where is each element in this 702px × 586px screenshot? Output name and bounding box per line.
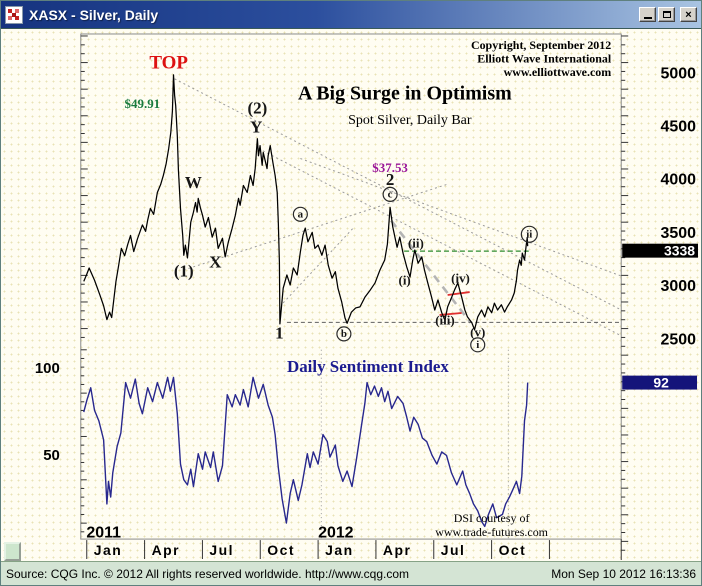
trendline — [282, 227, 354, 304]
close-icon: × — [685, 8, 692, 21]
trendline — [390, 219, 472, 324]
wave-label: b — [341, 328, 347, 340]
maximize-icon — [662, 11, 671, 18]
wave-label: $37.53 — [372, 160, 408, 175]
dsi-credit-line: www.trade-futures.com — [435, 525, 548, 539]
year-label: 2011 — [86, 525, 121, 542]
minimize-button[interactable] — [639, 7, 656, 22]
copyright-line: Elliott Wave International — [477, 51, 612, 65]
dsi-credit-line: DSI courtesy of — [454, 511, 530, 525]
month-label: Oct — [499, 542, 527, 558]
maximize-button[interactable] — [658, 7, 675, 22]
wave-label: ii — [526, 228, 532, 240]
month-label: Apr — [152, 542, 181, 558]
wave-label: TOP — [149, 53, 188, 74]
status-bar: Source: CQG Inc. © 2012 All rights reser… — [1, 561, 701, 585]
wave-label: 2 — [386, 170, 394, 189]
red-mark — [447, 291, 470, 296]
price-line — [83, 74, 529, 331]
dsi-axis-label: 100 — [35, 360, 60, 377]
wave-label: i — [476, 339, 479, 351]
month-label: Jan — [325, 542, 354, 558]
wave-label: (iii) — [435, 312, 454, 327]
chart-subtitle: Spot Silver, Daily Bar — [348, 113, 472, 128]
last-price-value: 3338 — [664, 243, 695, 259]
window-title: XASX - Silver, Daily — [29, 6, 159, 23]
wave-label: 1 — [275, 323, 283, 342]
price-axis-label: 5000 — [661, 65, 697, 82]
dsi-value-box — [622, 375, 698, 390]
wave-label: $49.91 — [125, 96, 161, 111]
wave-label: X — [209, 253, 222, 272]
dsi-title: Daily Sentiment Index — [287, 357, 449, 376]
title-bar[interactable]: XASX - Silver, Daily × — [1, 1, 701, 29]
wave-label: (2) — [247, 98, 267, 117]
dsi-axis-label: 50 — [43, 447, 60, 464]
chart-region: TOP $49.91 (2) Y W X (1) 1 $37.53 2 (i) (ii) (iii) (i… — [1, 29, 701, 561]
month-label: Jan — [94, 542, 123, 558]
year-label: 2012 — [318, 525, 354, 542]
trendline — [174, 78, 622, 311]
dsi-line — [83, 376, 529, 528]
cqg-app-icon — [5, 5, 23, 24]
wave-label: (i) — [399, 273, 411, 288]
last-price-box — [622, 243, 699, 258]
wave-label: (ii) — [408, 236, 424, 251]
wave-label-circle — [336, 326, 352, 342]
price-axis-label: 4500 — [661, 119, 697, 136]
wave-label: a — [298, 208, 304, 220]
red-mark — [439, 312, 462, 316]
close-button[interactable]: × — [680, 7, 697, 22]
chart-canvas[interactable]: TOP $49.91 (2)Y W X (1) 1 $37.532 (i) (ii) (iii) (i… — [1, 29, 701, 561]
minimize-icon — [643, 17, 652, 19]
month-label: Jul — [441, 542, 466, 558]
copyright-line: www.elliottwave.com — [504, 65, 612, 79]
wave-label: (v) — [470, 324, 485, 339]
month-label: Jul — [209, 542, 234, 558]
scroll-corner-button[interactable] — [4, 542, 21, 561]
status-datetime: Mon Sep 10 2012 16:13:36 — [551, 566, 696, 581]
price-axis-label: 4000 — [661, 172, 697, 189]
wave-label: W — [185, 173, 202, 192]
copyright-line: Copyright, September 2012 — [471, 38, 611, 52]
wave-label-circle — [382, 186, 398, 202]
plot-frame — [80, 33, 622, 540]
wave-label-circle — [520, 225, 538, 243]
wave-label: c — [388, 188, 393, 200]
wave-label: (1) — [174, 262, 194, 281]
trendline — [183, 184, 447, 271]
status-source-text: Source: CQG Inc. © 2012 All rights reser… — [6, 566, 410, 581]
price-axis-label: 2500 — [661, 331, 697, 348]
cqg-logo-glyph — [8, 8, 19, 20]
wave-label: (iv) — [451, 271, 470, 286]
wave-label-circle — [470, 337, 486, 353]
price-axis-label: 3000 — [661, 278, 697, 295]
wave-label: Y — [250, 118, 262, 137]
trendline — [300, 158, 622, 277]
month-label: Oct — [267, 542, 295, 558]
price-axis-label: 3500 — [661, 225, 697, 242]
dsi-value: 92 — [653, 375, 669, 391]
month-label: Apr — [383, 542, 412, 558]
chart-title: A Big Surge in Optimism — [298, 83, 512, 105]
wave-label-circle — [292, 206, 308, 222]
trendline — [258, 148, 622, 337]
